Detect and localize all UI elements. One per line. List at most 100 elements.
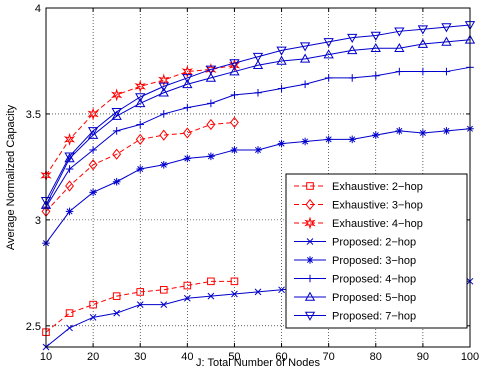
marker-shape bbox=[65, 180, 74, 192]
data-point bbox=[371, 72, 380, 80]
marker-stroke bbox=[231, 146, 238, 153]
data-point bbox=[419, 129, 427, 137]
marker-shape bbox=[276, 46, 287, 56]
marker-stroke bbox=[372, 132, 379, 139]
marker-stroke bbox=[207, 292, 215, 300]
marker-shape bbox=[229, 66, 240, 76]
legend-label: Exhaustive: 4−hop bbox=[332, 218, 423, 230]
marker-shape bbox=[205, 65, 217, 75]
data-point bbox=[348, 74, 357, 82]
marker-shape bbox=[323, 38, 334, 48]
marker-stroke bbox=[207, 153, 214, 160]
data-point bbox=[306, 182, 314, 190]
marker-stroke bbox=[325, 136, 332, 143]
data-point bbox=[89, 188, 97, 197]
marker-shape bbox=[158, 82, 169, 92]
data-point bbox=[87, 129, 99, 139]
data-point bbox=[254, 88, 262, 97]
data-point bbox=[229, 59, 240, 69]
data-point bbox=[87, 127, 99, 137]
data-point bbox=[306, 256, 314, 264]
marker-shape bbox=[394, 42, 405, 53]
data-point bbox=[324, 135, 333, 144]
data-point bbox=[230, 116, 239, 129]
data-point bbox=[277, 139, 286, 148]
x-tick-label: 90 bbox=[417, 351, 429, 363]
data-point bbox=[347, 33, 358, 43]
data-point bbox=[134, 79, 146, 93]
marker-stroke bbox=[254, 288, 262, 296]
marker-shape bbox=[63, 132, 76, 146]
series-line bbox=[45, 121, 235, 212]
marker-stroke bbox=[306, 256, 314, 264]
data-point bbox=[112, 148, 122, 160]
marker-shape bbox=[135, 93, 146, 103]
data-point bbox=[111, 108, 122, 118]
marker-shape bbox=[370, 42, 381, 53]
legend-label: Exhaustive: 3−hop bbox=[332, 200, 423, 212]
data-point bbox=[252, 52, 264, 63]
marker-shape bbox=[182, 74, 193, 84]
data-point bbox=[229, 66, 240, 76]
x-tick-label: 30 bbox=[134, 351, 146, 363]
data-point bbox=[230, 91, 239, 99]
marker-stroke bbox=[137, 166, 144, 173]
legend-entry: Exhaustive: 2−hop bbox=[294, 181, 423, 193]
y-tick-label: 3.5 bbox=[26, 109, 41, 121]
x-axis-label: J: Total Number of Nodes bbox=[196, 357, 320, 369]
marker-shape bbox=[206, 118, 216, 131]
marker-stroke bbox=[396, 127, 403, 134]
data-point bbox=[182, 74, 193, 84]
marker-shape bbox=[305, 198, 315, 211]
data-point bbox=[305, 198, 315, 211]
marker-shape bbox=[89, 300, 97, 309]
series bbox=[42, 124, 474, 247]
data-point bbox=[87, 107, 99, 121]
marker-stroke bbox=[113, 309, 121, 317]
legend-entry: Proposed: 3−hop bbox=[294, 255, 416, 267]
marker-shape bbox=[304, 291, 316, 301]
data-point bbox=[371, 131, 380, 139]
marker-shape bbox=[135, 98, 146, 108]
series bbox=[41, 116, 239, 218]
data-point bbox=[205, 72, 217, 82]
axis-ticks: 10 20 30 40 50 60 70 80 90 100 2.5 3 3.5 4 bbox=[26, 3, 479, 363]
marker-stroke bbox=[113, 178, 120, 185]
marker-shape bbox=[207, 277, 215, 286]
data-point bbox=[395, 67, 404, 76]
data-point bbox=[65, 309, 74, 317]
data-point bbox=[370, 42, 381, 53]
data-point bbox=[113, 309, 121, 317]
data-point bbox=[136, 301, 144, 308]
data-point bbox=[394, 27, 405, 37]
marker-shape bbox=[370, 31, 381, 41]
marker-stroke bbox=[66, 208, 73, 215]
marker-stroke bbox=[184, 155, 191, 162]
data-point bbox=[395, 127, 404, 135]
marker-stroke bbox=[136, 301, 144, 308]
data-point bbox=[207, 99, 215, 108]
data-point bbox=[158, 73, 170, 87]
marker-stroke bbox=[443, 127, 450, 134]
marker-stroke bbox=[306, 238, 314, 245]
marker-shape bbox=[64, 153, 75, 163]
marker-shape bbox=[158, 87, 169, 97]
marker-shape bbox=[205, 72, 217, 82]
data-point bbox=[135, 93, 146, 103]
data-point bbox=[304, 216, 316, 230]
data-point bbox=[89, 300, 97, 309]
data-point bbox=[111, 110, 122, 120]
marker-stroke bbox=[278, 140, 285, 147]
marker-shape bbox=[299, 53, 311, 63]
marker-shape bbox=[135, 133, 145, 145]
x-tick-label: 10 bbox=[40, 351, 52, 363]
marker-shape bbox=[276, 55, 287, 65]
marker-shape bbox=[111, 88, 123, 102]
data-point bbox=[111, 88, 123, 102]
data-point bbox=[394, 42, 405, 53]
data-point bbox=[276, 46, 287, 56]
marker-shape bbox=[323, 49, 334, 59]
marker-shape bbox=[88, 159, 98, 171]
marker-stroke bbox=[160, 301, 168, 308]
